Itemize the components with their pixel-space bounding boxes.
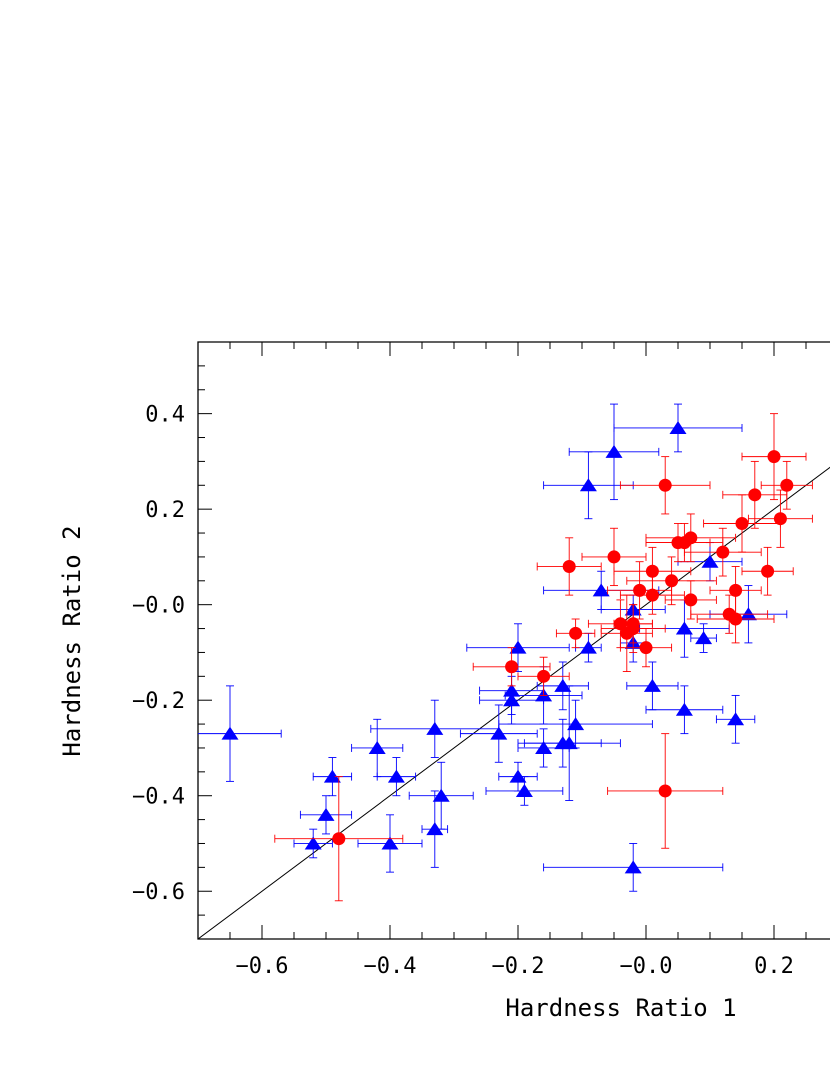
error-bar bbox=[645, 513, 737, 563]
triangle-point bbox=[624, 860, 642, 874]
triangle-point bbox=[554, 678, 572, 692]
circle-point bbox=[658, 784, 672, 798]
x-tick-label: −0.6 bbox=[236, 954, 289, 979]
triangle-point bbox=[426, 822, 444, 836]
triangle-point bbox=[701, 554, 719, 568]
triangle-point bbox=[579, 640, 597, 654]
triangle-point bbox=[432, 788, 450, 802]
triangle-point bbox=[387, 769, 405, 783]
x-tick-label: −0.2 bbox=[492, 954, 545, 979]
triangle-point bbox=[221, 726, 239, 740]
triangle-point bbox=[509, 640, 527, 654]
triangle-point bbox=[368, 740, 386, 754]
triangle-point bbox=[490, 726, 508, 740]
triangle-point bbox=[515, 783, 533, 797]
triangle-point bbox=[381, 836, 399, 850]
triangle-point bbox=[695, 631, 713, 645]
triangle-point bbox=[535, 740, 553, 754]
triangle-point bbox=[323, 769, 341, 783]
y-tick-label: −0.4 bbox=[132, 785, 185, 810]
triangle-point bbox=[317, 807, 335, 821]
tick-labels: −0.6 −0.4 −0.2 −0.0 0.2 −0.6 −0.4 −0.2 −0.0 0.2 0.… bbox=[132, 403, 794, 979]
x-tick-label: −0.0 bbox=[620, 954, 673, 979]
circle-point bbox=[684, 593, 698, 607]
y-tick-label: 0.2 bbox=[145, 498, 185, 523]
circle-point bbox=[626, 617, 640, 631]
triangle-series bbox=[198, 403, 788, 892]
triangle-point bbox=[605, 444, 623, 458]
circle-point bbox=[633, 583, 647, 597]
circle-point bbox=[729, 612, 743, 626]
circle-point bbox=[665, 574, 679, 588]
circle-point bbox=[716, 545, 730, 559]
triangle-point bbox=[669, 420, 687, 434]
triangle-point bbox=[579, 478, 597, 492]
x-tick-label: 0.2 bbox=[754, 954, 794, 979]
triangle-point bbox=[727, 712, 745, 726]
y-tick-label: −0.2 bbox=[132, 689, 185, 714]
x-tick-label: −0.4 bbox=[364, 954, 417, 979]
circle-point bbox=[537, 669, 551, 683]
y-axis-label: Hardness Ratio 2 bbox=[58, 525, 86, 756]
circle-point bbox=[684, 531, 698, 545]
axis-ticks bbox=[197, 341, 807, 940]
circle-point bbox=[773, 512, 787, 526]
y-tick-label: −0.0 bbox=[132, 594, 185, 619]
data-layer bbox=[198, 403, 830, 939]
circle-point bbox=[562, 559, 576, 573]
triangle-point bbox=[503, 693, 521, 707]
circle-point bbox=[761, 564, 775, 578]
triangle-point bbox=[675, 621, 693, 635]
circle-point bbox=[639, 641, 653, 655]
triangle-point bbox=[643, 678, 661, 692]
triangle-point bbox=[675, 702, 693, 716]
circle-point bbox=[658, 478, 672, 492]
triangle-point bbox=[567, 717, 585, 731]
triangle-point bbox=[560, 736, 578, 750]
x-axis-label: Hardness Ratio 1 bbox=[505, 994, 736, 1022]
triangle-point bbox=[592, 583, 610, 597]
circle-point bbox=[748, 488, 762, 502]
y-tick-label: 0.4 bbox=[145, 403, 185, 428]
circle-point bbox=[735, 516, 749, 530]
circle-point bbox=[332, 832, 346, 846]
triangle-point bbox=[509, 769, 527, 783]
circle-point bbox=[607, 550, 621, 564]
triangle-point bbox=[426, 721, 444, 735]
circle-point bbox=[645, 564, 659, 578]
circle-point bbox=[569, 626, 583, 640]
circle-point bbox=[780, 478, 794, 492]
circle-point bbox=[767, 450, 781, 464]
circle-point bbox=[729, 583, 743, 597]
y-tick-label: −0.6 bbox=[132, 880, 185, 905]
triangle-point bbox=[739, 607, 757, 621]
circle-point bbox=[505, 660, 519, 674]
triangle-point bbox=[304, 836, 322, 850]
circle-series bbox=[274, 413, 813, 902]
